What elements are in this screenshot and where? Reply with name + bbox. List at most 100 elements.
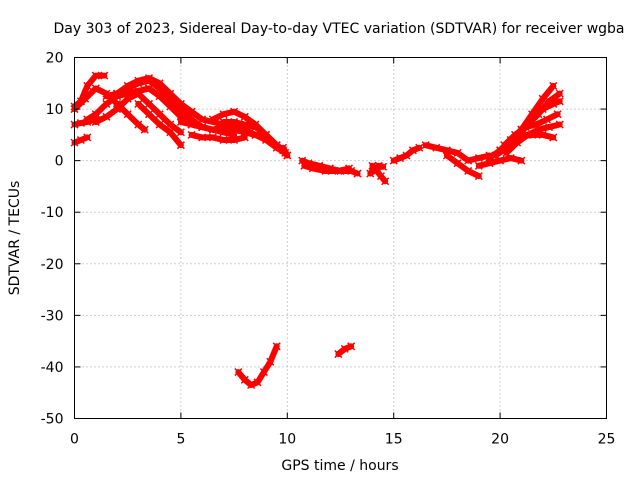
data-point (538, 94, 547, 103)
data-point (408, 146, 417, 155)
data-point (176, 99, 185, 108)
data-point (485, 154, 494, 163)
data-point (421, 141, 430, 150)
data-point (144, 110, 154, 119)
data-point (198, 115, 207, 124)
data-point (308, 164, 317, 173)
data-point (415, 143, 424, 152)
data-point (176, 141, 185, 150)
data-point (251, 130, 260, 139)
data-point (500, 141, 509, 150)
data-point (517, 130, 526, 139)
series-arc30 (517, 130, 558, 142)
series-arc28 (500, 110, 562, 150)
data-point (187, 120, 196, 129)
data-point (134, 86, 143, 96)
data-point (389, 156, 398, 165)
data-point (113, 105, 122, 114)
data-point (266, 357, 275, 366)
data-point (253, 378, 262, 387)
data-point (283, 151, 292, 160)
data-point (83, 81, 92, 90)
data-point (259, 368, 268, 377)
y-tick-label: 20 (46, 51, 64, 67)
data-point (76, 118, 85, 128)
data-point (538, 105, 547, 114)
x-tick-label: 15 (385, 432, 403, 448)
series-line (518, 131, 557, 141)
data-point (91, 71, 100, 80)
data-point (272, 342, 281, 351)
data-point (340, 344, 349, 353)
data-point (155, 79, 164, 88)
data-point (510, 130, 520, 139)
series-line (390, 144, 423, 164)
data-point (555, 89, 564, 98)
series-line (443, 152, 482, 180)
series-arc3 (70, 133, 92, 147)
data-point (187, 107, 196, 116)
data-point (347, 342, 356, 351)
data-point (166, 128, 175, 137)
series-arc16 (279, 143, 292, 160)
data-point (474, 172, 483, 181)
data-point (300, 161, 309, 170)
chart-title: Day 303 of 2023, Sidereal Day-to-day VTE… (53, 21, 624, 37)
data-point (208, 133, 217, 142)
series-line (188, 131, 248, 143)
data-point (155, 120, 164, 129)
data-point (442, 151, 451, 160)
data-point (549, 99, 558, 108)
data-point (234, 368, 243, 377)
data-point (334, 350, 343, 359)
data-point (381, 177, 390, 186)
data-point (464, 156, 473, 165)
data-point (102, 92, 111, 101)
data-point (134, 76, 143, 85)
data-point (272, 143, 281, 152)
data-point (123, 110, 132, 119)
y-tick-label: 0 (55, 154, 64, 170)
data-point (553, 110, 562, 119)
data-point (344, 164, 354, 173)
data-point (155, 110, 164, 119)
data-point (538, 130, 547, 139)
data-point (102, 99, 111, 108)
data-point (91, 117, 100, 126)
data-point (453, 148, 462, 157)
data-point (474, 154, 483, 163)
data-point (402, 151, 411, 160)
data-point (198, 123, 207, 132)
data-point (208, 115, 217, 124)
y-tick-label: -50 (41, 412, 64, 428)
data-point (521, 123, 530, 132)
data-point (549, 133, 558, 142)
data-point (370, 164, 379, 173)
data-point (91, 110, 100, 119)
data-point (102, 112, 111, 121)
series-arc31 (234, 342, 281, 390)
data-point (134, 120, 143, 129)
data-point (247, 380, 256, 390)
y-tick-label: -20 (41, 257, 64, 273)
y-tick-label: -30 (41, 308, 64, 324)
data-point (545, 123, 554, 132)
data-point (144, 84, 154, 93)
data-point (321, 166, 330, 175)
x-tick-label: 20 (491, 432, 509, 448)
data-point (83, 133, 92, 142)
data-point (155, 92, 164, 101)
grid-layer (74, 57, 607, 419)
data-point (219, 117, 228, 126)
data-point (353, 169, 362, 178)
data-point (91, 84, 100, 93)
data-point (453, 159, 462, 168)
series-arc23 (442, 151, 483, 181)
data-point (219, 110, 228, 119)
plot-frame (74, 57, 607, 419)
data-point (240, 133, 249, 142)
data-point (230, 135, 239, 145)
series-arc12 (187, 130, 249, 145)
x-tick-label: 5 (176, 432, 185, 448)
